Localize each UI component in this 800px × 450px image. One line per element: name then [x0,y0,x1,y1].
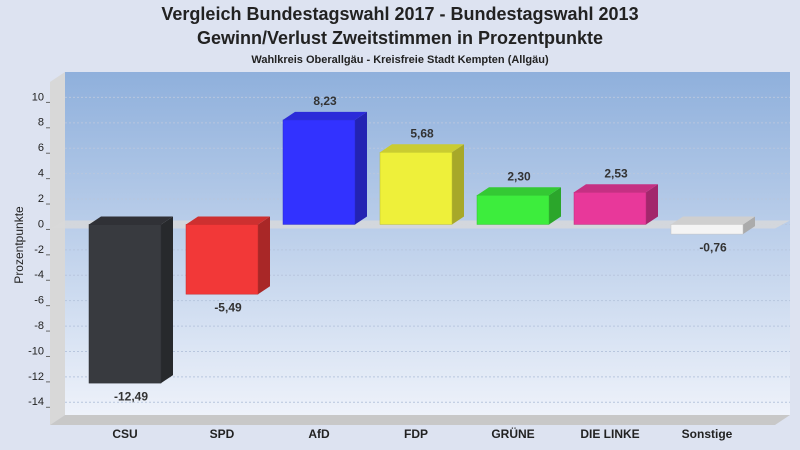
value-label: -0,76 [699,240,727,254]
bar [282,111,367,225]
x-tick-label: GRÜNE [491,426,534,441]
bar-front [185,224,259,295]
bar-side [549,187,561,225]
bar-top [671,216,755,225]
bar [476,187,561,225]
y-tick-label: 2 [38,193,44,205]
x-tick-label: Sonstige [682,427,733,441]
value-label: -12,49 [114,389,148,403]
value-label: 2,30 [507,169,531,183]
bar-top [283,111,367,120]
value-label: 2,53 [604,166,628,180]
y-tick-label: -12 [28,371,44,383]
bar-front [282,119,356,225]
y-tick-label: -8 [34,320,44,332]
bar-side [452,144,464,225]
bar-front [476,194,550,225]
y-tick-label: -14 [28,396,44,408]
bar-front [379,152,453,225]
chart-title: Vergleich Bundestagswahl 2017 - Bundesta… [161,4,638,24]
bar [88,216,173,384]
bar-top [477,187,561,196]
bar-front [573,192,647,225]
y-tick-label: 10 [32,91,44,103]
bar-side [161,216,173,384]
y-tick-label: -6 [34,295,44,307]
y-tick-label: -4 [34,269,44,281]
bar-front [88,224,162,384]
bar-side [743,216,755,235]
back-wall [65,72,790,415]
bar-side [258,216,270,295]
chart-title: Gewinn/Verlust Zweitstimmen in Prozentpu… [197,28,603,48]
bar [670,216,755,235]
bar-front [670,224,744,235]
bar-side [646,184,658,225]
bar [185,216,270,295]
bar-top [574,184,658,193]
bar-side [355,111,367,225]
x-tick-label: CSU [112,427,137,441]
bar-top [186,216,270,225]
y-tick-label: 4 [38,168,44,180]
value-label: 8,23 [313,94,337,108]
x-tick-label: FDP [404,427,428,441]
value-label: -5,49 [214,300,242,314]
bar [573,184,658,225]
bar-top [89,216,173,225]
y-axis-label: Prozentpunkte [12,206,26,284]
y-tick-label: 0 [38,218,44,230]
y-tick-label: -2 [34,244,44,256]
x-tick-label: SPD [210,427,235,441]
bar [379,144,464,225]
bar-top [380,144,464,153]
y-tick-label: -10 [28,345,44,357]
value-label: 5,68 [410,126,434,140]
y-tick-label: 6 [38,142,44,154]
chart-subtitle: Wahlkreis Oberallgäu - Kreisfreie Stadt … [251,54,549,66]
y-tick-label: 8 [38,117,44,129]
x-tick-label: DIE LINKE [580,427,639,441]
x-tick-label: AfD [308,427,330,441]
side-wall [50,72,65,425]
floor [50,415,790,425]
